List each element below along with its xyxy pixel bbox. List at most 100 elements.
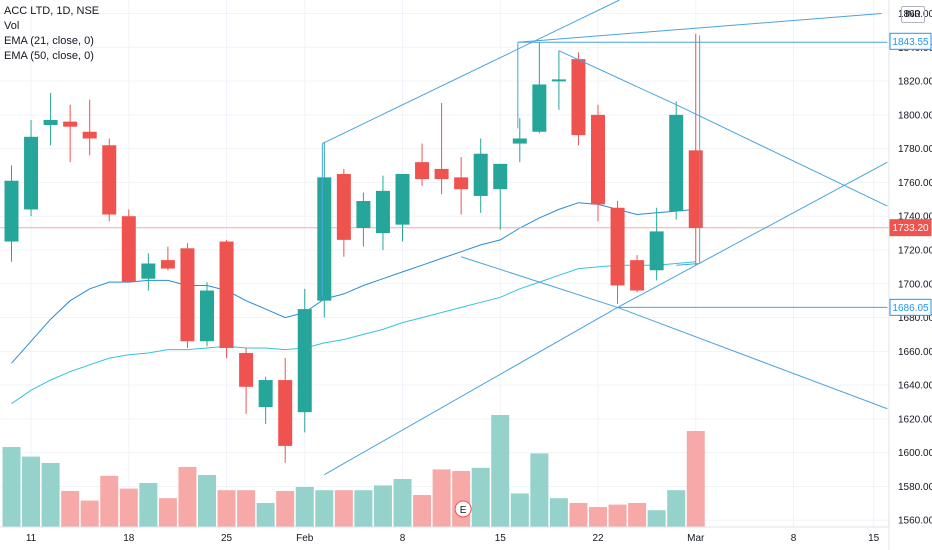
- candle-body: [317, 177, 332, 301]
- x-tick-label: 18: [123, 533, 135, 544]
- symbol-title[interactable]: ACC LTD, 1D, NSE: [4, 5, 100, 17]
- volume-bars: E: [2, 415, 705, 527]
- y-tick-label: 1860.00: [898, 9, 932, 20]
- candle-body: [669, 114, 684, 212]
- volume-bar: [569, 503, 588, 527]
- y-tick-label: 1600.00: [898, 448, 932, 459]
- candle-body: [688, 150, 703, 229]
- candle-body: [219, 241, 234, 348]
- volume-bar: [334, 490, 353, 527]
- price-tag: [889, 219, 932, 237]
- volume-bar: [628, 503, 647, 527]
- price-labels: 1843.55 1733.20 1686.05: [889, 32, 932, 316]
- legend-ema21[interactable]: EMA (21, close, 0): [4, 35, 94, 47]
- y-tick-label: 1620.00: [898, 414, 932, 425]
- volume-bar: [354, 490, 373, 527]
- candle-body: [297, 309, 312, 413]
- candle-body: [473, 153, 488, 196]
- x-tick-label: 15: [495, 533, 507, 544]
- y-tick-label: 1660.00: [898, 347, 932, 358]
- y-tick-label: 1780.00: [898, 144, 932, 155]
- trend-line: [558, 50, 677, 106]
- trend-lines[interactable]: [321, 0, 888, 476]
- x-tick-label: 15: [868, 533, 880, 544]
- candle-body: [415, 162, 430, 180]
- y-tick-label: 1640.00: [898, 381, 932, 392]
- volume-bar: [217, 490, 236, 527]
- volume-bar: [393, 479, 412, 527]
- candle-body: [336, 173, 351, 240]
- candle-body: [4, 180, 19, 242]
- volume-bar: [432, 469, 451, 527]
- candle-body: [200, 290, 214, 342]
- candle-body: [24, 136, 39, 210]
- volume-bar: [491, 415, 510, 527]
- volume-bar: [100, 475, 119, 527]
- y-tick-label: 1680.00: [898, 313, 932, 324]
- volume-bar: [22, 456, 41, 527]
- volume-bar: [471, 467, 490, 527]
- candle-body: [356, 201, 371, 229]
- y-tick-label: 1760.00: [898, 178, 932, 189]
- x-tick-label: 25: [221, 533, 233, 544]
- volume-bar: [2, 447, 21, 527]
- ema21-line: [11, 202, 696, 364]
- volume-bar: [41, 463, 60, 527]
- x-tick-label: 8: [400, 533, 406, 544]
- candle-body: [180, 248, 195, 342]
- candle-body: [43, 119, 58, 125]
- volume-bar: [295, 487, 314, 527]
- y-tick-label: 1740.00: [898, 212, 932, 223]
- candle-body: [610, 207, 625, 286]
- ema-lines: [0, 202, 889, 405]
- volume-bar: [139, 483, 158, 527]
- candle-body: [258, 380, 273, 408]
- candle-body: [630, 260, 645, 291]
- candle-body: [434, 168, 449, 180]
- volume-bar: [61, 491, 80, 527]
- candle-body: [512, 138, 527, 144]
- volume-bar: [198, 475, 216, 527]
- volume-bar: [647, 510, 666, 527]
- x-tick-label: 11: [26, 533, 37, 544]
- volume-bar: [589, 507, 607, 527]
- trend-line: [517, 13, 882, 43]
- volume-bar: [80, 500, 99, 527]
- earnings-event-marker: [454, 500, 472, 518]
- candle-body: [239, 353, 254, 387]
- price-tag-label: 1843.55: [892, 37, 929, 48]
- currency-button[interactable]: INR: [901, 6, 925, 23]
- volume-bar: [667, 490, 686, 527]
- volume-bar: [686, 431, 705, 527]
- trend-line: [322, 0, 620, 145]
- legend-ema50[interactable]: EMA (50, close, 0): [4, 50, 94, 62]
- candles: [4, 33, 703, 463]
- trend-line: [617, 306, 888, 410]
- y-tick-label: 1700.00: [898, 279, 932, 290]
- volume-bar: [373, 485, 392, 527]
- volume-bar: [549, 498, 568, 527]
- volume-bar: [158, 498, 177, 527]
- x-tick-label: Feb: [296, 533, 314, 544]
- volume-bar: [530, 453, 549, 527]
- candle-body: [141, 263, 156, 279]
- candle-body: [591, 114, 605, 205]
- price-tag: [889, 32, 932, 50]
- candle-body: [375, 190, 390, 234]
- candle-body: [82, 131, 97, 139]
- volume-bar: [315, 490, 334, 527]
- x-tick-label: 22: [592, 533, 604, 544]
- x-tick-label: Mar: [687, 533, 705, 544]
- candle-body: [571, 59, 586, 136]
- volume-bar: [119, 488, 138, 527]
- trend-line: [675, 104, 888, 207]
- volume-bar: [256, 503, 275, 527]
- y-tick-label: 1560.00: [898, 516, 932, 527]
- candle-body: [160, 260, 175, 269]
- legend-volume[interactable]: Vol: [4, 20, 20, 32]
- candle-body: [454, 177, 469, 190]
- legend: ACC LTD, 1D, NSE Vol EMA (21, close, 0) …: [4, 4, 99, 64]
- candle-body: [278, 380, 293, 446]
